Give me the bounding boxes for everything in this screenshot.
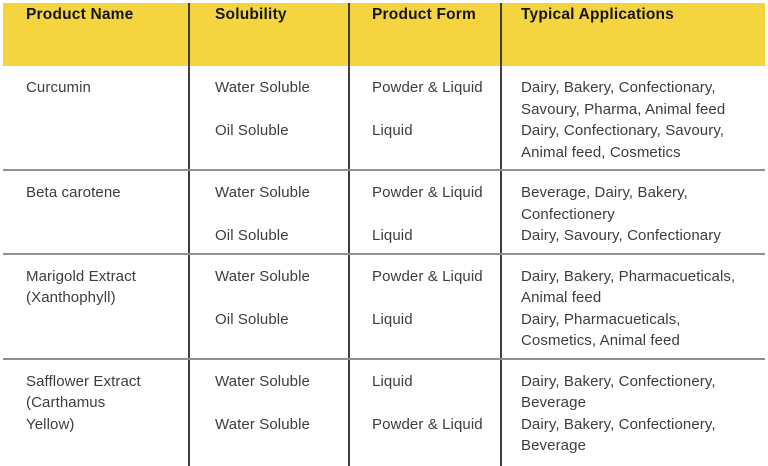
spacer-line bbox=[215, 99, 348, 121]
applications-line: Dairy, Confectionary, Savoury, bbox=[521, 122, 725, 139]
applications-cell: Dairy, Bakery, Pharmacueticals, Animal f… bbox=[500, 254, 765, 358]
solubility-value: Water Soluble bbox=[215, 372, 310, 390]
applications-line: Animal feed bbox=[521, 289, 602, 306]
table-row-beta-carotene: Beta carotene Water Soluble Oil Soluble … bbox=[3, 169, 765, 253]
applications-line: Savoury, Pharma, Animal feed bbox=[521, 100, 726, 118]
applications-line: Beverage, Dairy, Bakery, bbox=[521, 184, 688, 201]
product-form-value: Liquid bbox=[372, 372, 413, 390]
product-name-line: Marigold Extract bbox=[26, 267, 136, 285]
applications-line: Dairy, Bakery, Confectionery, bbox=[521, 372, 716, 390]
applications-line: Confectionery bbox=[521, 205, 615, 223]
product-name-line: Safflower Extract bbox=[26, 372, 141, 390]
product-name-line: Yellow) bbox=[26, 415, 75, 433]
product-form-cell: Liquid Powder & Liquid bbox=[348, 359, 500, 466]
solubility-value: Water Soluble bbox=[215, 79, 310, 96]
applications-line: Beverage bbox=[521, 394, 587, 411]
solubility-value: Water Soluble bbox=[215, 415, 310, 433]
solubility-cell: Water Soluble Oil Soluble bbox=[188, 254, 348, 358]
applications-line: Beverage bbox=[521, 437, 587, 454]
product-name-line: (Xanthophyll) bbox=[26, 289, 116, 306]
table-row-safflower-extract: Safflower Extract (Carthamus Yellow) Wat… bbox=[3, 357, 765, 466]
applications-cell: Dairy, Bakery, Confectionery, Beverage D… bbox=[500, 359, 765, 466]
applications-line: Dairy, Bakery, Confectionery, bbox=[521, 415, 716, 433]
product-form-value: Liquid bbox=[372, 122, 413, 139]
column-header-product-name: Product Name bbox=[26, 6, 134, 23]
product-form-value: Powder & Liquid bbox=[372, 79, 483, 96]
table-row-marigold-extract: Marigold Extract (Xanthophyll) Water Sol… bbox=[3, 252, 765, 358]
solubility-cell: Water Soluble Oil Soluble bbox=[188, 66, 348, 169]
product-form-value: Powder & Liquid bbox=[372, 267, 483, 285]
product-form-value: Powder & Liquid bbox=[372, 184, 483, 201]
solubility-cell: Water Soluble Oil Soluble bbox=[188, 171, 348, 253]
column-header-solubility: Solubility bbox=[188, 3, 348, 66]
applications-line: Cosmetics, Animal feed bbox=[521, 332, 680, 349]
product-form-cell: Powder & Liquid Liquid bbox=[348, 66, 500, 169]
spacer-line bbox=[372, 204, 500, 226]
solubility-value: Oil Soluble bbox=[215, 227, 289, 244]
solubility-value: Oil Soluble bbox=[215, 122, 289, 139]
product-name-cell: Beta carotene bbox=[3, 171, 188, 253]
spacer-line bbox=[215, 287, 348, 309]
column-header-typical-applications: Typical Applications bbox=[500, 3, 765, 66]
product-name-cell: Curcumin bbox=[3, 66, 188, 169]
solubility-cell: Water Soluble Water Soluble bbox=[188, 359, 348, 466]
table-row-curcumin: Curcumin Water Soluble Oil Soluble Powde… bbox=[3, 66, 765, 169]
product-name-cell: Marigold Extract (Xanthophyll) bbox=[3, 255, 188, 358]
applications-line: Dairy, Bakery, Confectionary, bbox=[521, 79, 716, 96]
table-header-row: Product Name Solubility Product Form Typ… bbox=[3, 3, 765, 66]
spacer-line bbox=[215, 204, 348, 226]
product-table: Product Name Solubility Product Form Typ… bbox=[3, 3, 765, 466]
product-name-line: Beta carotene bbox=[26, 184, 121, 201]
product-name-cell: Safflower Extract (Carthamus Yellow) bbox=[3, 360, 188, 466]
product-form-value: Liquid bbox=[372, 227, 413, 244]
product-form-value: Liquid bbox=[372, 310, 413, 328]
product-form-cell: Powder & Liquid Liquid bbox=[348, 171, 500, 253]
solubility-value: Water Soluble bbox=[215, 267, 310, 285]
solubility-value: Oil Soluble bbox=[215, 310, 289, 328]
applications-line: Dairy, Savoury, Confectionary bbox=[521, 227, 721, 244]
applications-line: Animal feed, Cosmetics bbox=[521, 143, 681, 161]
spacer-line bbox=[372, 287, 500, 309]
product-form-cell: Powder & Liquid Liquid bbox=[348, 254, 500, 358]
product-name-line: (Carthamus bbox=[26, 394, 106, 411]
spacer-line bbox=[215, 392, 348, 414]
product-name-line: Curcumin bbox=[26, 79, 91, 96]
column-header-product-form: Product Form bbox=[348, 3, 500, 66]
solubility-value: Water Soluble bbox=[215, 184, 310, 201]
applications-line: Dairy, Bakery, Pharmacueticals, bbox=[521, 267, 736, 285]
applications-cell: Dairy, Bakery, Confectionary, Savoury, P… bbox=[500, 66, 765, 169]
product-form-value: Powder & Liquid bbox=[372, 415, 483, 433]
spacer-line bbox=[372, 99, 500, 121]
applications-line: Dairy, Pharmacueticals, bbox=[521, 310, 681, 328]
spacer-line bbox=[372, 392, 500, 414]
applications-cell: Beverage, Dairy, Bakery, Confectionery D… bbox=[500, 171, 765, 253]
